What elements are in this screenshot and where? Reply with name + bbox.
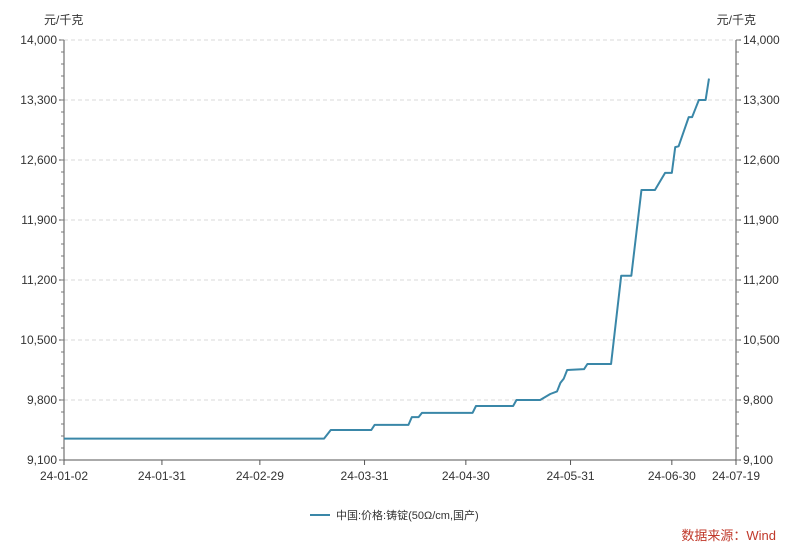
axes [63,40,737,461]
x-tick-label: 24-04-30 [442,469,490,483]
x-tick-label: 24-03-31 [341,469,389,483]
y-tick-label-right: 14,000 [743,33,780,47]
y-tick-label-right: 13,300 [743,93,780,107]
y-axis-right: 9,100 9,800 10,500 11,200 11,900 12,600 13,300… [736,33,780,467]
series-layer [64,78,710,440]
x-tick-label: 24-06-30 [648,469,696,483]
y-tick-label-right: 10,500 [743,333,780,347]
source-label: 数据来源：Wind [681,528,776,543]
y-tick-label-left: 9,800 [27,393,57,407]
y-tick-label-left: 9,100 [27,453,57,467]
unit-label-left: 元/千克 [44,13,83,27]
grid-lines [64,39,736,401]
y-tick-label-right: 9,800 [743,393,773,407]
y-tick-label-right: 11,900 [743,213,779,227]
y-tick-label-right: 11,200 [743,273,779,287]
series-line [64,78,710,440]
y-tick-label-left: 12,600 [20,153,57,167]
y-tick-label-left: 10,500 [20,333,57,347]
x-axis: 24-01-02 24-01-31 24-02-29 24-03-31 24-04-30… [40,460,760,483]
y-tick-label-right: 12,600 [743,153,780,167]
y-tick-label-left: 14,000 [20,33,57,47]
x-tick-label: 24-01-31 [138,469,186,483]
unit-label-right: 元/千克 [717,13,756,27]
x-tick-label: 24-01-02 [40,469,88,483]
legend-label: 中国:价格:铸锭(50Ω/cm,国产) [336,508,479,522]
legend[interactable]: 中国:价格:铸锭(50Ω/cm,国产) [310,508,479,522]
y-axis-left: 9,100 9,800 10,500 11,200 11,900 12,600 13,300… [20,33,64,467]
y-tick-label-left: 11,200 [21,273,57,287]
x-tick-label: 24-02-29 [236,469,284,483]
y-tick-label-right: 9,100 [743,453,773,467]
y-tick-label-left: 13,300 [20,93,57,107]
x-tick-label: 24-05-31 [547,469,595,483]
y-tick-label-left: 11,900 [21,213,57,227]
x-tick-label: 24-07-19 [712,469,760,483]
